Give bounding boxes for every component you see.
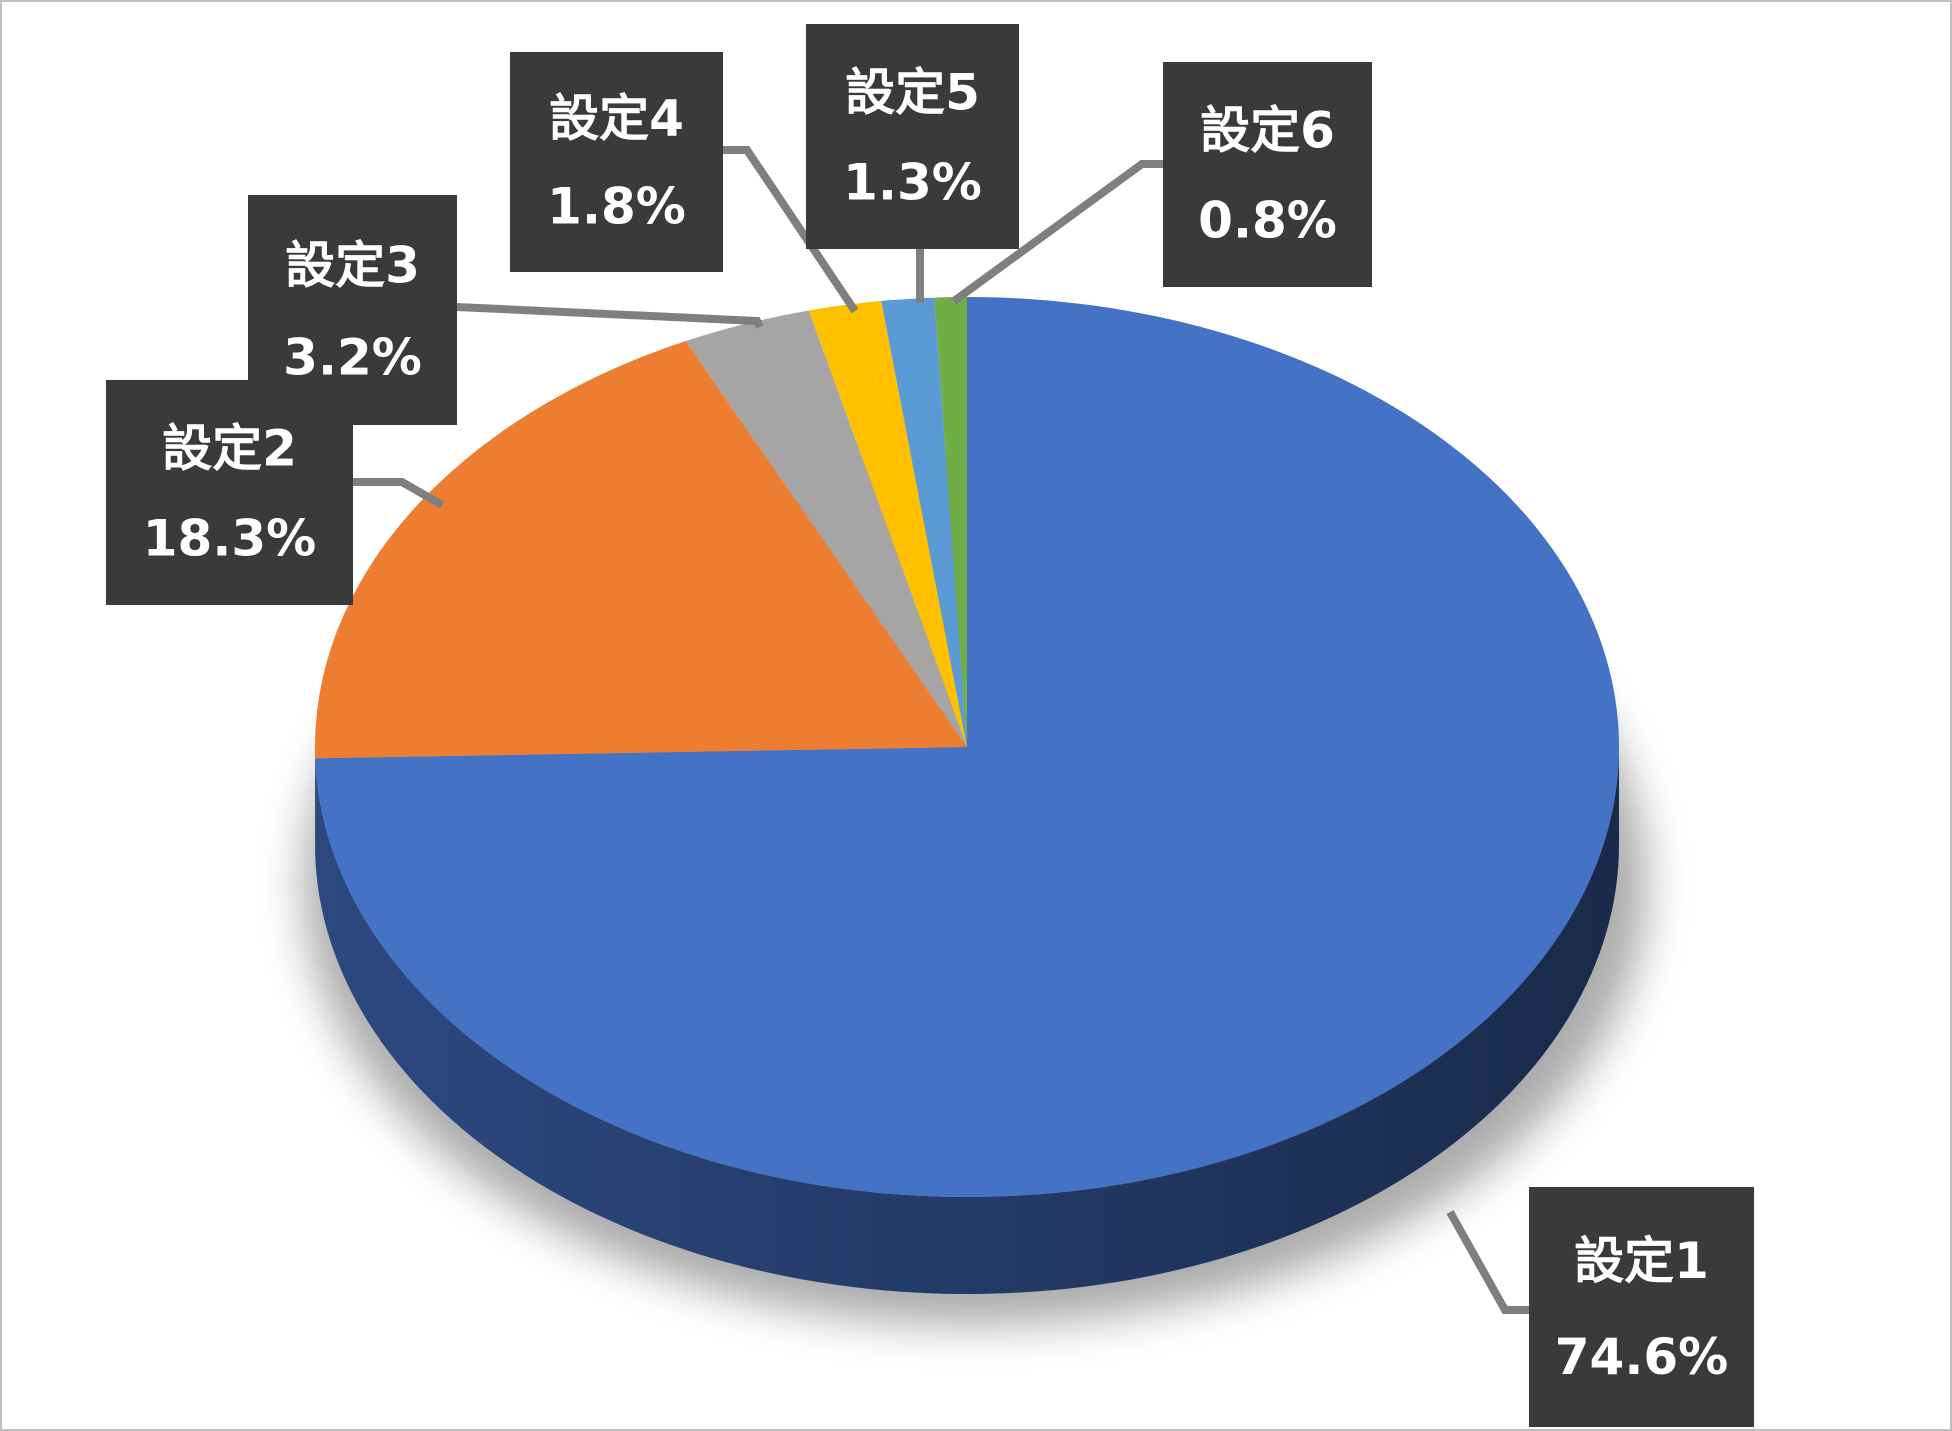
- data-label-value: 1.3%: [843, 154, 982, 212]
- pie-side-shade: [315, 747, 1619, 1294]
- pie-slices: [315, 297, 1619, 1198]
- data-label-box: [1163, 62, 1372, 287]
- leader-line-設定1: [1446, 1210, 1529, 1314]
- data-label-value: 18.3%: [143, 510, 316, 568]
- pie-slice-設定6: [934, 297, 967, 747]
- data-label-category: 設定5: [845, 64, 980, 122]
- data-label-box: [806, 24, 1019, 249]
- data-label-value: 74.6%: [1555, 1328, 1728, 1386]
- pie-slice-設定4: [808, 300, 967, 747]
- pie-slice-設定3: [685, 310, 967, 747]
- pie-slice-設定5: [881, 297, 967, 747]
- data-label-設定5: 設定5 1.3%: [806, 24, 1019, 249]
- data-label-category: 設定6: [1200, 102, 1335, 160]
- leader-line-設定2: [353, 478, 444, 509]
- data-label-category: 設定1: [1574, 1232, 1709, 1290]
- data-labels: 設定1 74.6% 設定2 18.3% 設定3 3.2% 設定4 1.8% 設定5 1.3% 設定6…: [106, 24, 1754, 1427]
- data-label-設定4: 設定4 1.8%: [510, 52, 723, 272]
- data-label-value: 1.8%: [547, 178, 686, 236]
- leader-line-設定3: [456, 303, 764, 329]
- data-label-設定6: 設定6 0.8%: [1163, 62, 1372, 287]
- leader-lines: [353, 146, 1529, 1314]
- pie-side: [315, 747, 1619, 1294]
- data-label-value: 0.8%: [1198, 192, 1337, 250]
- data-label-box: [248, 195, 457, 425]
- data-label-value: 3.2%: [283, 328, 422, 386]
- data-label-category: 設定4: [549, 90, 684, 148]
- data-label-box: [510, 52, 723, 272]
- leader-line-設定4: [723, 146, 859, 314]
- pie-slice-設定2: [315, 341, 967, 759]
- data-label-設定1: 設定1 74.6%: [1529, 1187, 1754, 1427]
- leader-line-設定6: [951, 160, 1163, 305]
- data-label-box: [1529, 1187, 1754, 1427]
- pie-slice-設定1: [315, 297, 1619, 1198]
- data-label-category: 設定2: [162, 420, 297, 478]
- data-label-設定3: 設定3 3.2%: [248, 195, 457, 425]
- data-label-category: 設定3: [285, 236, 420, 294]
